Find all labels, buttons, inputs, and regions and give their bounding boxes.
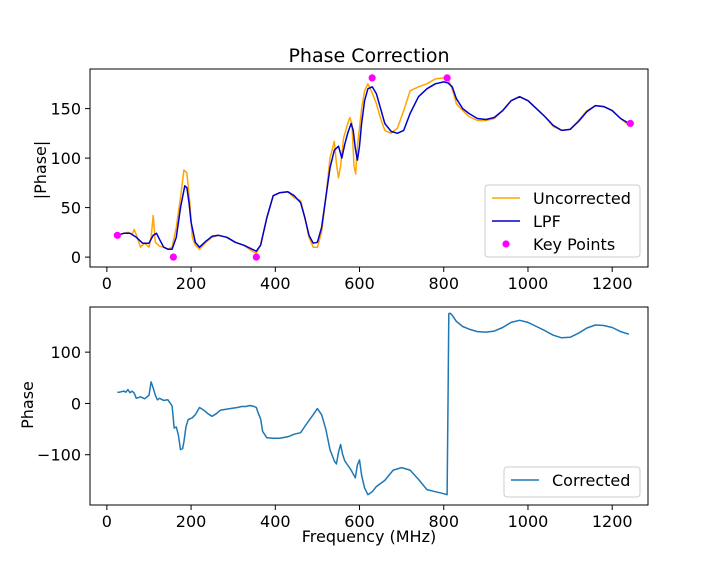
bottom-y-tick-label: 0 (71, 394, 81, 413)
top-y-tick-label: 150 (50, 100, 81, 119)
top-x-tick-label: 200 (176, 274, 207, 293)
top-plot: 0 200 400 600 800 1000 1200 0 50 100 150 Uncorrecte… (50, 68, 649, 293)
bottom-x-axis-label: Frequency (MHz) (302, 527, 436, 546)
bottom-legend-box (503, 466, 641, 498)
chart-title: Phase Correction (288, 45, 449, 67)
bottom-legend: Corrected (503, 466, 641, 498)
top-key-points-point (169, 253, 177, 261)
top-legend-key-points-label: Key Points (533, 235, 615, 254)
bottom-y-axis-label: Phase (18, 381, 37, 429)
top-key-points-point (368, 74, 376, 82)
top-key-points-point (626, 119, 634, 128)
top-x-tick-label: 600 (344, 274, 375, 293)
top-key-points-point (252, 253, 260, 261)
top-legend-uncorrected-label: Uncorrected (533, 189, 631, 208)
bottom-legend-corrected-label: Corrected (552, 471, 630, 490)
bottom-x-tick-label: 1000 (508, 512, 549, 531)
top-x-tick-label: 0 (102, 274, 112, 293)
top-y-axis-label: |Phase| (31, 141, 50, 200)
bottom-x-tick-label: 0 (102, 512, 112, 531)
bottom-corrected-line (117, 312, 630, 496)
top-y-tick-label: 50 (61, 199, 81, 218)
bottom-y-tick-label: 100 (50, 343, 81, 362)
top-x-tick-label: 1000 (508, 274, 549, 293)
top-lpf-line (117, 81, 630, 252)
bottom-x-tick-label: 800 (428, 512, 459, 531)
bottom-x-tick-label: 600 (344, 512, 375, 531)
top-y-tick-label: 100 (50, 149, 81, 168)
bottom-plot: 0 200 400 600 800 1000 1200 −100 0 100 Corrected (37, 306, 649, 531)
bottom-plot-frame (89, 306, 649, 506)
top-key-points-point (113, 231, 121, 239)
top-uncorrected-line (117, 77, 630, 254)
bottom-x-tick-label: 200 (176, 512, 207, 531)
top-x-tick-label: 1200 (592, 274, 633, 293)
top-x-tick-label: 800 (428, 274, 459, 293)
top-legend-box (484, 184, 641, 258)
top-y-tick-label: 0 (71, 248, 81, 267)
top-plot-frame (89, 68, 649, 268)
top-key-points-point (443, 74, 451, 82)
top-legend: Uncorrected LPF Key Points (484, 184, 641, 258)
bottom-x-tick-label: 1200 (592, 512, 633, 531)
top-x-tick-label: 400 (260, 274, 291, 293)
top-legend-lpf-label: LPF (533, 212, 561, 231)
bottom-y-tick-label: −100 (37, 446, 81, 465)
bottom-x-tick-label: 400 (260, 512, 291, 531)
top-legend-key-points-marker (502, 240, 510, 248)
